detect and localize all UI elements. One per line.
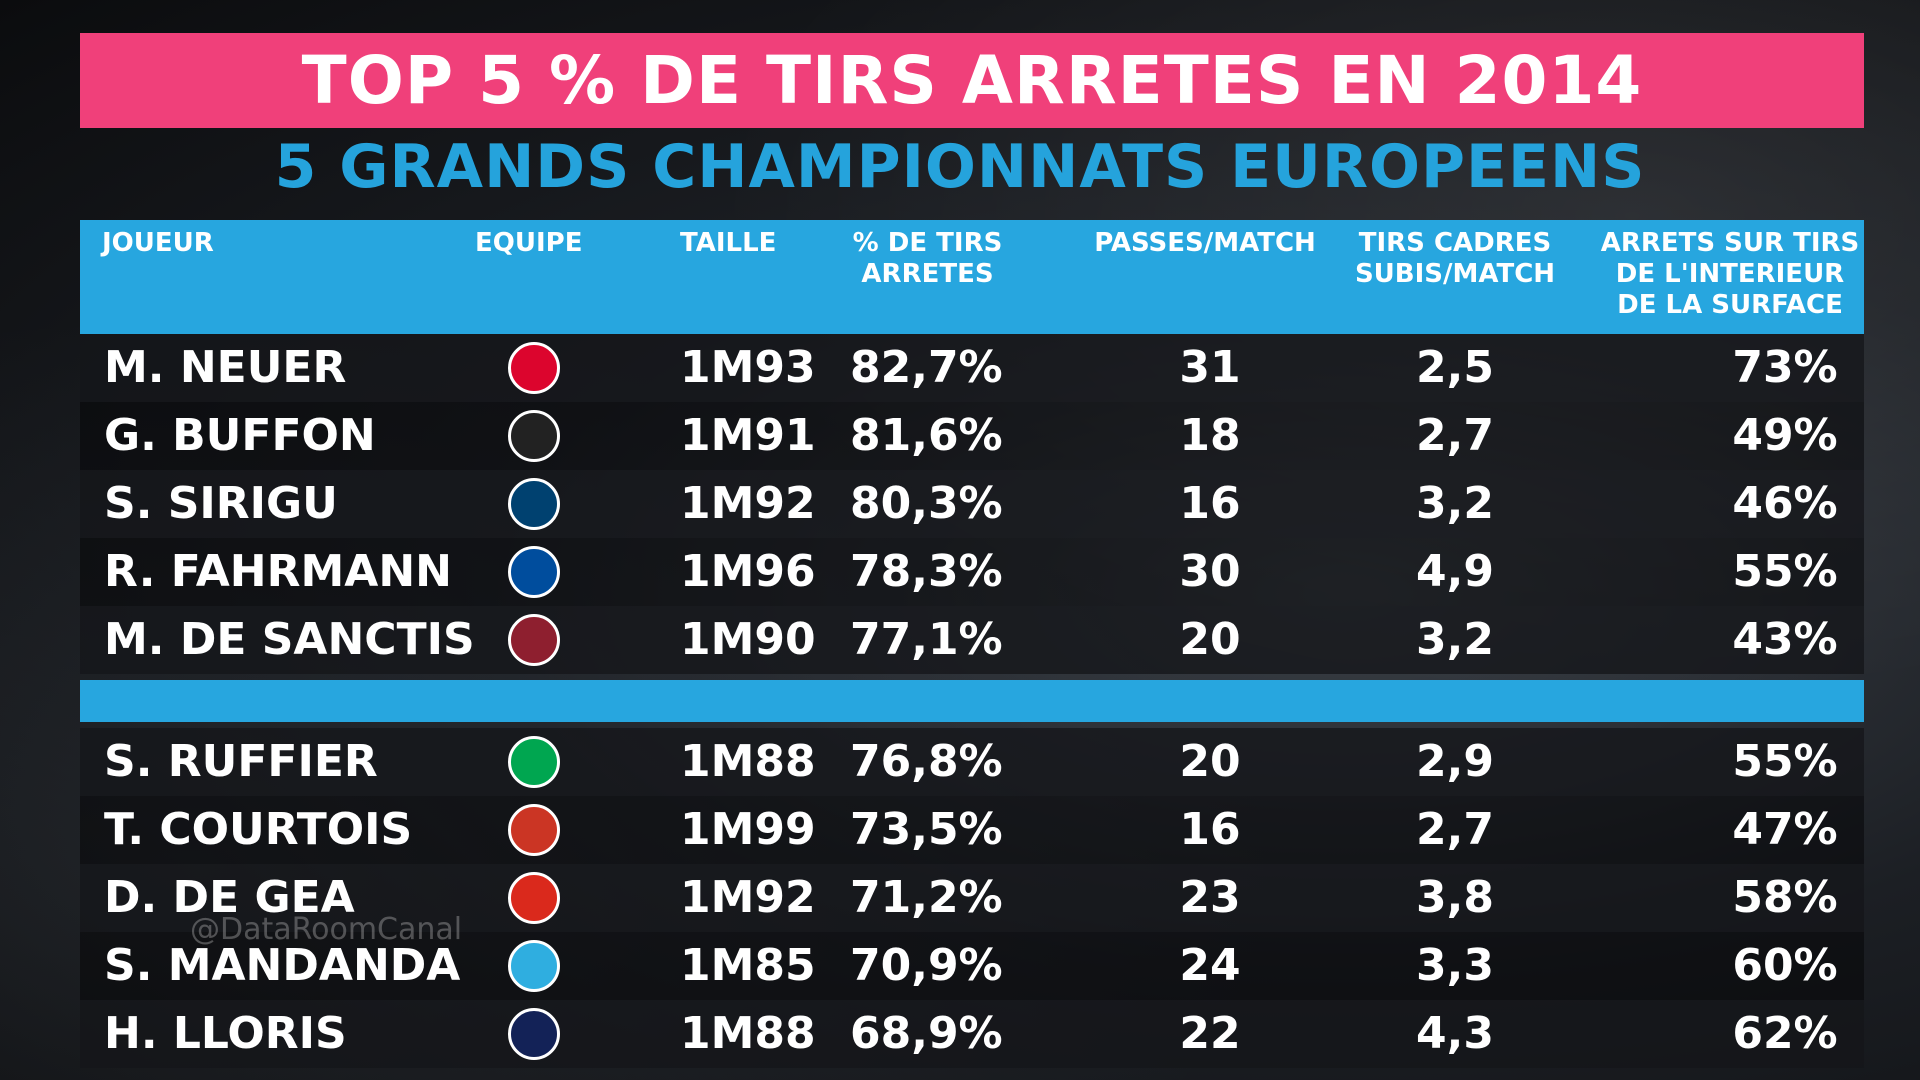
player-name: S. RUFFIER [104, 736, 378, 787]
player-height: 1M91 [680, 410, 816, 461]
player-height: 1M88 [680, 736, 816, 787]
player-name: R. FAHRMANN [104, 546, 452, 597]
save-percentage: 73,5% [850, 804, 1003, 855]
passes-per-match: 20 [1179, 736, 1241, 787]
table-row: D. DE GEA 1M92 71,2% 23 3,8 58% [80, 864, 1864, 932]
schalke-crest-icon [508, 546, 560, 598]
header-pct: % DE TIRS ARRETES [852, 228, 1003, 289]
passes-per-match: 22 [1179, 1008, 1241, 1059]
shots-faced-per-match: 3,8 [1416, 872, 1494, 923]
shots-faced-per-match: 2,9 [1416, 736, 1494, 787]
player-name: T. COURTOIS [104, 804, 413, 855]
title-banner: TOP 5 % DE TIRS ARRETES EN 2014 [80, 33, 1864, 128]
page-subtitle: 5 GRANDS CHAMPIONNATS EUROPEENS [274, 132, 1646, 202]
passes-per-match: 31 [1179, 342, 1241, 393]
table-row: M. DE SANCTIS 1M90 77,1% 20 3,2 43% [80, 606, 1864, 674]
save-percentage: 76,8% [850, 736, 1003, 787]
shots-faced-per-match: 2,7 [1416, 410, 1494, 461]
table-row: H. LLORIS 1M88 68,9% 22 4,3 62% [80, 1000, 1864, 1068]
table-row: R. FAHRMANN 1M96 78,3% 30 4,9 55% [80, 538, 1864, 606]
inside-box-saves: 46% [1732, 478, 1838, 529]
header-height: TAILLE [680, 228, 777, 258]
page-title: TOP 5 % DE TIRS ARRETES EN 2014 [301, 42, 1643, 119]
player-name: G. BUFFON [104, 410, 376, 461]
header-shots: TIRS CADRES SUBIS/MATCH [1354, 228, 1556, 289]
shots-faced-per-match: 2,7 [1416, 804, 1494, 855]
table-row: S. RUFFIER 1M88 76,8% 20 2,9 55% [80, 728, 1864, 796]
atletico-madrid-crest-icon [508, 804, 560, 856]
passes-per-match: 30 [1179, 546, 1241, 597]
player-name: S. MANDANDA [104, 940, 461, 991]
passes-per-match: 23 [1179, 872, 1241, 923]
table-row: M. NEUER 1M93 82,7% 31 2,5 73% [80, 334, 1864, 402]
player-height: 1M93 [680, 342, 816, 393]
table-row: S. MANDANDA 1M85 70,9% 24 3,3 60% [80, 932, 1864, 1000]
shots-faced-per-match: 3,3 [1416, 940, 1494, 991]
save-percentage: 78,3% [850, 546, 1003, 597]
player-height: 1M99 [680, 804, 816, 855]
bayern-munich-crest-icon [508, 342, 560, 394]
tottenham-crest-icon [508, 1008, 560, 1060]
watermark: @DataRoomCanal [190, 912, 463, 947]
passes-per-match: 16 [1179, 478, 1241, 529]
as-roma-crest-icon [508, 614, 560, 666]
inside-box-saves: 73% [1732, 342, 1838, 393]
psg-crest-icon [508, 478, 560, 530]
bottom-group: S. RUFFIER 1M88 76,8% 20 2,9 55% T. COURTOIS 1M… [80, 728, 1864, 1068]
juventus-crest-icon [508, 410, 560, 462]
save-percentage: 82,7% [850, 342, 1003, 393]
player-name: D. DE GEA [104, 872, 355, 923]
save-percentage: 80,3% [850, 478, 1003, 529]
passes-per-match: 18 [1179, 410, 1241, 461]
inside-box-saves: 47% [1732, 804, 1838, 855]
inside-box-saves: 62% [1732, 1008, 1838, 1059]
stats-table: JOUEUR EQUIPE TAILLE % DE TIRS ARRETES P… [80, 220, 1864, 1068]
header-passes: PASSES/MATCH [1094, 228, 1316, 258]
saint-etienne-crest-icon [508, 736, 560, 788]
inside-box-saves: 49% [1732, 410, 1838, 461]
group-separator [80, 680, 1864, 722]
shots-faced-per-match: 2,5 [1416, 342, 1494, 393]
inside-box-saves: 55% [1732, 736, 1838, 787]
table-header: JOUEUR EQUIPE TAILLE % DE TIRS ARRETES P… [80, 220, 1864, 334]
inside-box-saves: 60% [1732, 940, 1838, 991]
save-percentage: 70,9% [850, 940, 1003, 991]
shots-faced-per-match: 3,2 [1416, 614, 1494, 665]
player-name: S. SIRIGU [104, 478, 338, 529]
player-height: 1M96 [680, 546, 816, 597]
player-name: M. NEUER [104, 342, 347, 393]
player-height: 1M92 [680, 478, 816, 529]
player-height: 1M85 [680, 940, 816, 991]
table-row: T. COURTOIS 1M99 73,5% 16 2,7 47% [80, 796, 1864, 864]
passes-per-match: 16 [1179, 804, 1241, 855]
inside-box-saves: 58% [1732, 872, 1838, 923]
save-percentage: 68,9% [850, 1008, 1003, 1059]
save-percentage: 77,1% [850, 614, 1003, 665]
shots-faced-per-match: 4,3 [1416, 1008, 1494, 1059]
table-row: G. BUFFON 1M91 81,6% 18 2,7 49% [80, 402, 1864, 470]
header-player: JOUEUR [102, 228, 214, 258]
player-height: 1M88 [680, 1008, 816, 1059]
player-height: 1M92 [680, 872, 816, 923]
olympique-marseille-crest-icon [508, 940, 560, 992]
table-row: S. SIRIGU 1M92 80,3% 16 3,2 46% [80, 470, 1864, 538]
player-name: H. LLORIS [104, 1008, 347, 1059]
manchester-united-crest-icon [508, 872, 560, 924]
inside-box-saves: 55% [1732, 546, 1838, 597]
shots-faced-per-match: 3,2 [1416, 478, 1494, 529]
header-team: EQUIPE [475, 228, 583, 258]
header-saves: ARRETS SUR TIRS DE L'INTERIEUR DE LA SUR… [1600, 228, 1860, 320]
player-name: M. DE SANCTIS [104, 614, 475, 665]
save-percentage: 81,6% [850, 410, 1003, 461]
inside-box-saves: 43% [1732, 614, 1838, 665]
player-height: 1M90 [680, 614, 816, 665]
shots-faced-per-match: 4,9 [1416, 546, 1494, 597]
passes-per-match: 24 [1179, 940, 1241, 991]
passes-per-match: 20 [1179, 614, 1241, 665]
save-percentage: 71,2% [850, 872, 1003, 923]
top-group: M. NEUER 1M93 82,7% 31 2,5 73% G. BUFFON 1M91 81… [80, 334, 1864, 674]
